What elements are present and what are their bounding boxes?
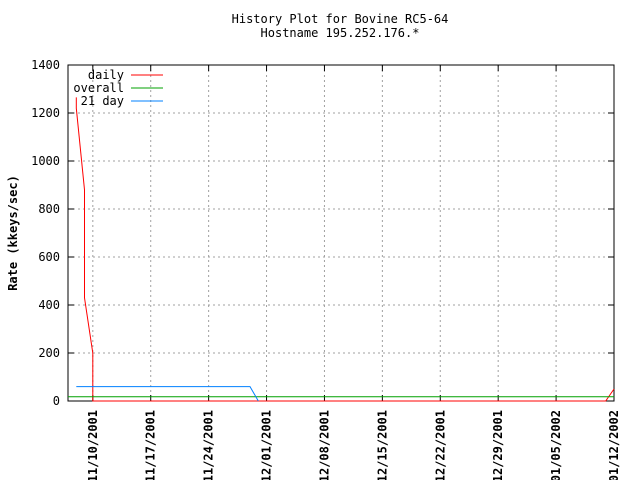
series-line-21-day: [76, 386, 259, 402]
legend-label: overall: [73, 81, 124, 95]
x-tick-label: 12/15/2001: [375, 410, 389, 480]
y-tick-label: 1200: [31, 106, 60, 120]
x-tick-label: 11/10/2001: [86, 410, 100, 480]
series-line-daily: [75, 97, 615, 402]
grid: [68, 65, 614, 401]
x-tick-label: 11/24/2001: [202, 410, 216, 480]
x-tick-label: 01/12/2002: [607, 410, 621, 480]
y-tick-label: 600: [38, 250, 60, 264]
x-tick-label: 11/17/2001: [144, 410, 158, 480]
y-tick-label: 800: [38, 202, 60, 216]
axes: 0 200 400 600 800 1000 1200 1400 11/10/2001 11/17…: [31, 58, 621, 480]
y-tick-label: 1400: [31, 58, 60, 72]
y-tick-label: 1000: [31, 154, 60, 168]
y-tick-label: 200: [38, 346, 60, 360]
y-tick-label: 0: [53, 394, 60, 408]
x-tick-label: 12/08/2001: [317, 410, 331, 480]
series-group: [68, 97, 615, 402]
x-tick-label: 12/22/2001: [433, 410, 447, 480]
plot-border: [67, 64, 615, 402]
x-tick-label: 12/29/2001: [491, 410, 505, 480]
chart-subtitle: Hostname 195.252.176.*: [261, 26, 420, 40]
legend-label: daily: [88, 68, 124, 82]
y-axis-label: Rate (kkeys/sec): [6, 175, 20, 291]
y-tick-label: 400: [38, 298, 60, 312]
chart-title: History Plot for Bovine RC5-64: [232, 12, 449, 26]
x-tick-label: 01/05/2002: [549, 410, 563, 480]
x-tick-label: 12/01/2001: [260, 410, 274, 480]
legend-label: 21 day: [81, 94, 124, 108]
